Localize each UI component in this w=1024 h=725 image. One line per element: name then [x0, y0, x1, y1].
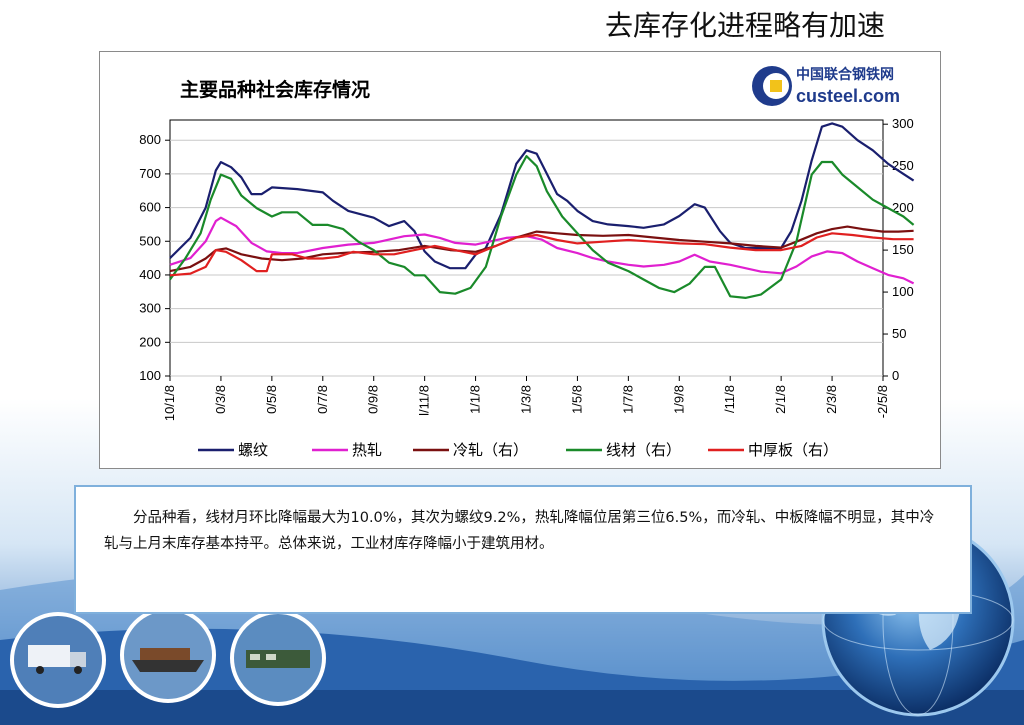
- x-tick-label: 0/5/8: [264, 385, 279, 414]
- x-tick-label: l/11/8: [417, 385, 432, 416]
- logo-en-text: custeel.com: [796, 86, 900, 106]
- ship-photo: [120, 607, 216, 703]
- logo-cn-text: 中国联合钢铁网: [796, 66, 894, 83]
- y-right-tick-label: 150: [892, 242, 914, 257]
- x-tick-label: 2/3/8: [824, 385, 839, 414]
- y-right-tick-label: 0: [892, 368, 899, 383]
- series-line-0: [169, 122, 915, 270]
- chart-legend: 螺纹 热轧 冷轧（右） 线材（右） 中厚板（右）: [198, 441, 838, 459]
- y-left-tick-label: 400: [139, 267, 161, 282]
- legend-label: 中厚板（右）: [748, 441, 838, 459]
- legend-label: 螺纹: [238, 441, 268, 459]
- legend-label: 冷轧（右）: [453, 441, 528, 459]
- series-line-2: [169, 225, 914, 273]
- x-tick-label: 2/1/8: [773, 385, 788, 414]
- train-photo: [230, 610, 326, 706]
- series-line-3: [169, 155, 915, 299]
- y-left-tick-label: 800: [139, 132, 161, 147]
- x-tick-label: 1/1/8: [468, 385, 483, 414]
- series-line-1: [169, 216, 915, 285]
- x-tick-label: /11/8: [722, 385, 737, 413]
- x-tick-label: -2/5/8: [875, 385, 890, 418]
- y-right-tick-label: 50: [892, 326, 906, 341]
- chart-title: 主要品种社会库存情况: [180, 78, 370, 101]
- y-right-tick-label: 100: [892, 284, 914, 299]
- y-left-tick-label: 500: [139, 233, 161, 248]
- x-tick-label: 0/3/8: [213, 385, 228, 414]
- x-tick-label: 1/3/8: [519, 385, 534, 414]
- custeel-logo: 中国联合钢铁网 custeel.com: [752, 66, 900, 106]
- y-left-tick-label: 600: [139, 200, 161, 215]
- x-tick-label: 1/5/8: [569, 385, 584, 414]
- x-tick-label: 10/1/8: [162, 385, 177, 421]
- truck-photo: [10, 612, 106, 708]
- x-tick-label: 1/7/8: [620, 385, 635, 414]
- legend-label: 热轧: [352, 441, 382, 459]
- y-right-tick-label: 200: [892, 200, 914, 215]
- y-left-tick-label: 700: [139, 166, 161, 181]
- y-left-tick-label: 200: [139, 334, 161, 349]
- legend-label: 线材（右）: [606, 441, 681, 459]
- chart-frame: 主要品种社会库存情况 中国联合钢铁网 custeel.com 100 200 300…: [99, 51, 941, 469]
- plot-area: 100 200 300 400 500 600 700 800 0 50 100 150 200 250 3…: [139, 116, 915, 421]
- x-tick-label: 1/9/8: [671, 385, 686, 414]
- series-line-4: [169, 232, 914, 277]
- slide-title: 去库存化进程略有加速: [604, 9, 885, 42]
- summary-paragraph: 分品种看，线材月环比降幅最大为10.0%，其次为螺纹9.2%，热轧降幅位居第三位…: [74, 485, 972, 614]
- inventory-line-chart: 主要品种社会库存情况 中国联合钢铁网 custeel.com 100 200 300…: [139, 66, 915, 459]
- y-right-tick-label: 250: [892, 158, 914, 173]
- y-right-tick-label: 300: [892, 116, 914, 131]
- y-left-tick-label: 300: [139, 301, 161, 316]
- x-tick-label: 0/7/8: [315, 385, 330, 414]
- y-left-tick-label: 100: [139, 368, 161, 383]
- x-tick-label: 0/9/8: [366, 385, 381, 414]
